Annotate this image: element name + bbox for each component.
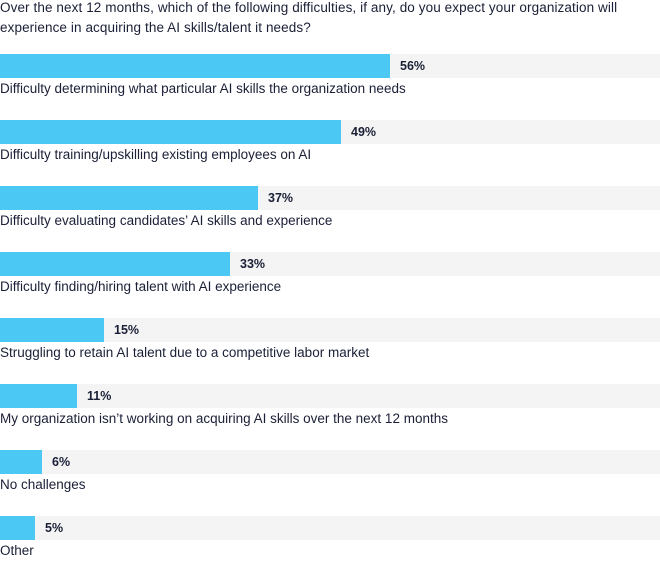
category-label: Difficulty finding/hiring talent with AI… bbox=[0, 279, 282, 294]
bar bbox=[0, 54, 390, 78]
data-label: 56% bbox=[400, 59, 426, 73]
category-label: Difficulty determining what particular A… bbox=[0, 81, 406, 96]
bar-row: 49% Difficulty training/upskilling existi… bbox=[0, 120, 660, 177]
bar bbox=[0, 252, 230, 276]
category-label: Struggling to retain AI talent due to a … bbox=[0, 345, 370, 360]
data-label: 37% bbox=[268, 191, 294, 205]
category-label: Other bbox=[0, 543, 34, 558]
bar bbox=[0, 516, 35, 540]
category-label: No challenges bbox=[0, 477, 86, 492]
data-label: 6% bbox=[52, 455, 71, 469]
bar-row: 11% My organization isn’t working on acqu… bbox=[0, 384, 660, 441]
bar-track bbox=[0, 450, 660, 474]
bar bbox=[0, 120, 341, 144]
bar-track bbox=[0, 318, 660, 342]
data-label: 15% bbox=[114, 323, 140, 337]
bar bbox=[0, 450, 42, 474]
bar-track bbox=[0, 516, 660, 540]
bar-row: 33% Difficulty finding/hiring talent with… bbox=[0, 252, 660, 309]
bar-row: 5% Other bbox=[0, 516, 660, 573]
bar-row: 56% Difficulty determining what particula… bbox=[0, 54, 660, 111]
bar-chart: Over the next 12 months, which of the fo… bbox=[0, 0, 660, 558]
data-label: 11% bbox=[87, 389, 112, 403]
chart-title: Over the next 12 months, which of the fo… bbox=[0, 0, 618, 35]
bar-row: 37% Difficulty evaluating candidates’ AI … bbox=[0, 186, 660, 243]
category-label: My organization isn’t working on acquiri… bbox=[0, 411, 448, 426]
category-label: Difficulty training/upskilling existing … bbox=[0, 147, 312, 162]
data-label: 49% bbox=[351, 125, 377, 139]
data-label: 33% bbox=[240, 257, 266, 271]
category-label: Difficulty evaluating candidates’ AI ski… bbox=[0, 213, 333, 228]
bar bbox=[0, 384, 77, 408]
bar-row: 15% Struggling to retain AI talent due to… bbox=[0, 318, 660, 375]
bar bbox=[0, 318, 104, 342]
bar-row: 6% No challenges bbox=[0, 450, 660, 507]
bar-track bbox=[0, 384, 660, 408]
bar bbox=[0, 186, 258, 210]
data-label: 5% bbox=[45, 521, 64, 535]
